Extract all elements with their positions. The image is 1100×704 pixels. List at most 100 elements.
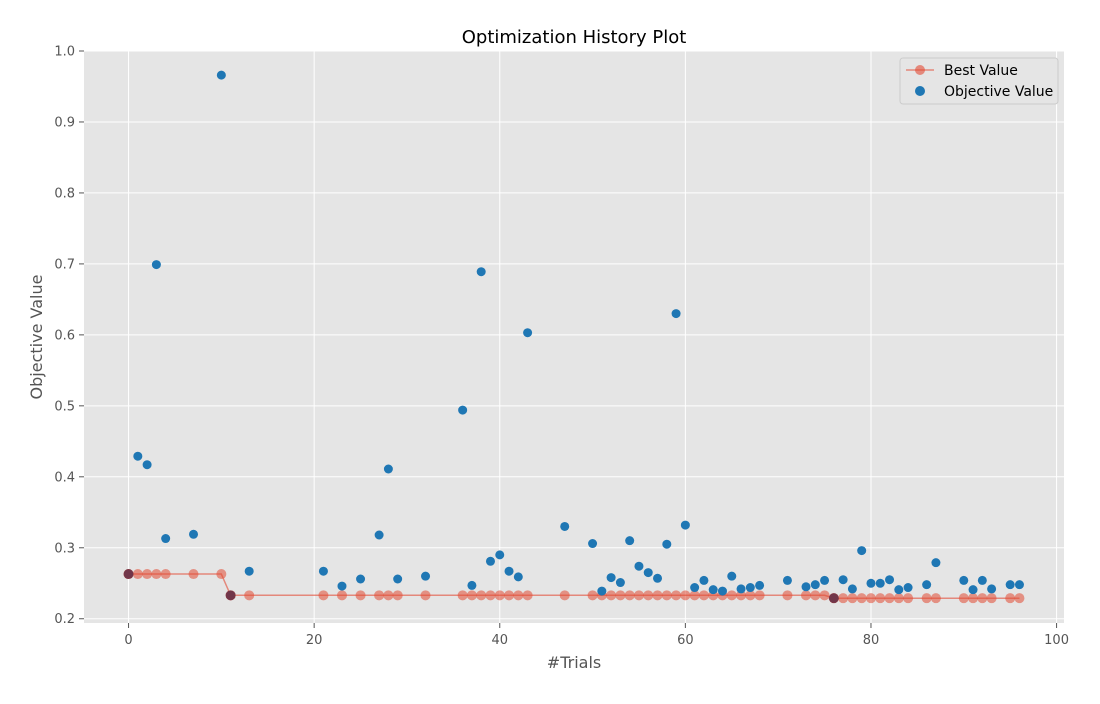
best-value-point <box>476 590 487 601</box>
x-tick-label: 60 <box>677 633 694 648</box>
objective-value-point <box>680 520 690 530</box>
objective-value-point <box>634 561 644 571</box>
best-value-point <box>142 569 153 580</box>
objective-value-point <box>810 580 820 590</box>
x-tick-label: 0 <box>124 633 132 648</box>
objective-value-point <box>467 580 477 590</box>
best-value-point <box>513 590 524 601</box>
objective-value-point <box>244 566 254 576</box>
objective-value-point <box>755 580 765 590</box>
best-value-point <box>587 590 598 601</box>
best-value-point <box>698 590 709 601</box>
best-value-point <box>606 590 617 601</box>
best-value-point <box>132 569 143 580</box>
objective-value-point <box>745 583 755 593</box>
best-value-point <box>921 593 932 604</box>
objective-value-point <box>485 556 495 566</box>
objective-value-point <box>903 583 913 593</box>
objective-value-point <box>421 571 431 581</box>
best-value-point <box>977 593 988 604</box>
best-value-point <box>847 593 858 604</box>
best-trial-point <box>225 590 236 601</box>
objective-value-point <box>523 328 533 338</box>
best-value-series <box>123 569 1025 604</box>
objective-value-point <box>690 583 700 593</box>
objective-value-point <box>625 536 635 546</box>
objective-value-point <box>820 575 830 585</box>
best-value-point <box>801 590 812 601</box>
objective-value-point <box>458 405 468 415</box>
objective-value-point <box>662 539 672 549</box>
best-value-point <box>485 590 496 601</box>
objective-value-point <box>383 464 393 474</box>
objective-value-point <box>337 581 347 591</box>
y-axis-label: Objective Value <box>27 275 46 400</box>
y-tick-label: 0.4 <box>54 470 75 485</box>
best-value-point <box>494 590 505 601</box>
objective-value-point <box>885 575 895 585</box>
best-value-point <box>624 590 635 601</box>
best-value-point <box>726 590 737 601</box>
best-trial-point <box>828 593 839 604</box>
best-value-point <box>643 590 654 601</box>
objective-value-point <box>393 574 403 584</box>
objective-value-point <box>866 578 876 588</box>
legend-objective-marker <box>915 86 925 96</box>
best-value-point <box>336 590 347 601</box>
y-tick-label: 0.8 <box>54 186 75 201</box>
y-tick-label: 0.3 <box>54 541 75 556</box>
legend-best-label: Best Value <box>944 63 1018 79</box>
best-value-point <box>559 590 570 601</box>
best-value-point <box>1014 593 1025 604</box>
legend-box <box>899 57 1059 105</box>
objective-value-point <box>801 582 811 592</box>
objective-value-point <box>987 584 997 594</box>
best-value-point <box>865 593 876 604</box>
best-value-point <box>819 590 830 601</box>
best-value-point <box>884 593 895 604</box>
objective-value-point <box>782 575 792 585</box>
objective-value-point <box>161 534 171 544</box>
objective-value-point <box>606 573 616 583</box>
best-value-point <box>986 593 997 604</box>
best-value-point <box>838 593 849 604</box>
objective-value-point <box>671 309 681 319</box>
objective-value-point <box>356 574 366 584</box>
objective-value-point <box>736 584 746 594</box>
objective-value-series <box>124 70 1024 603</box>
x-tick-label: 80 <box>863 633 880 648</box>
best-value-point <box>216 569 227 580</box>
best-value-point <box>466 590 477 601</box>
best-value-point <box>522 590 533 601</box>
best-value-point <box>355 590 366 601</box>
best-value-point <box>504 590 515 601</box>
best-value-point <box>968 593 979 604</box>
objective-value-point <box>727 571 737 581</box>
best-value-point <box>392 590 403 601</box>
objective-value-point <box>189 529 199 539</box>
objective-value-point <box>1005 580 1015 590</box>
x-tick-label: 100 <box>1044 633 1069 648</box>
objective-value-point <box>977 575 987 585</box>
best-trial-highlights <box>123 569 839 604</box>
best-value-point <box>160 569 171 580</box>
objective-value-point <box>318 566 328 576</box>
best-value-point <box>383 590 394 601</box>
y-tick-label: 1.0 <box>54 45 75 60</box>
best-value-point <box>652 590 663 601</box>
objective-value-point <box>142 460 152 470</box>
y-tick-label: 0.7 <box>54 257 75 272</box>
best-value-point <box>689 590 700 601</box>
best-value-point <box>420 590 431 601</box>
objective-value-point <box>717 586 727 596</box>
objective-value-point <box>931 558 941 568</box>
best-value-point <box>930 593 941 604</box>
best-value-point <box>671 590 682 601</box>
axes: 0 20 40 60 80 100 0.2 0.3 0.4 0.5 0.6 0.7 0.8 0.9 1.0 <box>54 45 1069 649</box>
best-value-point <box>680 590 691 601</box>
best-value-point <box>856 593 867 604</box>
objective-value-point <box>959 575 969 585</box>
plot-area <box>84 51 1064 623</box>
objective-value-point <box>894 585 904 595</box>
